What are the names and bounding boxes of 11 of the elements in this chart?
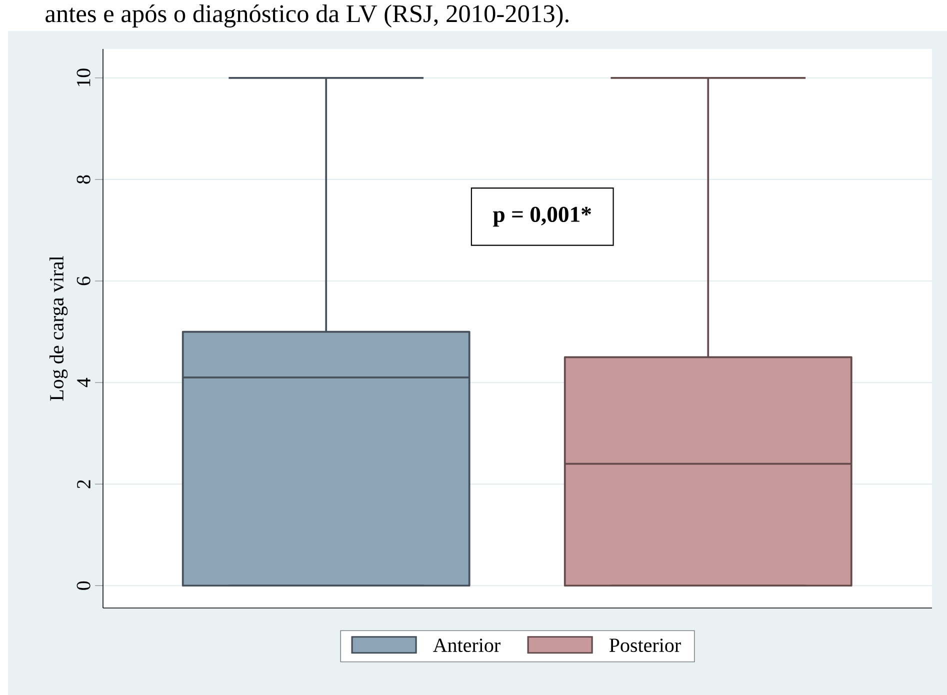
annotation: p = 0,001*: [493, 206, 592, 227]
legend-label: Anterior: [433, 638, 500, 652]
y-tick-label: 8: [76, 175, 90, 184]
y-tick-label: 0: [76, 581, 90, 590]
y-tick-label: 10: [76, 68, 90, 86]
y-tick-label: 6: [76, 276, 90, 286]
y-tick-label: 4: [77, 378, 90, 388]
chart-title: antes e após o diagnóstico da LV (RSJ, 2010-2013).: [46, 4, 568, 28]
y-tick-label: 2: [77, 480, 90, 488]
legend-label: Posterior: [609, 638, 681, 652]
y-axis-title: Log de carga viral: [49, 256, 68, 401]
